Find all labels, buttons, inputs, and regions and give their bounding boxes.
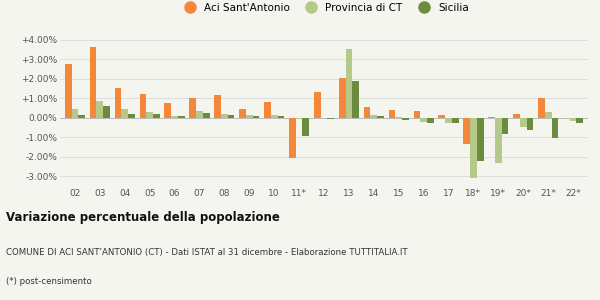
Bar (246, 115, 253, 118)
Bar (190, 98, 196, 118)
Bar (370, 116, 377, 118)
Bar (103, 106, 110, 118)
Bar (470, 118, 477, 178)
Text: Variazione percentuale della popolazione: Variazione percentuale della popolazione (6, 212, 280, 224)
Bar (569, 118, 577, 121)
Bar (296, 118, 302, 119)
Bar (538, 98, 545, 118)
Bar (153, 114, 160, 118)
Bar (203, 113, 209, 118)
Bar (339, 78, 346, 118)
Bar (178, 116, 185, 118)
Bar (90, 46, 97, 118)
Bar (445, 118, 452, 123)
Bar (377, 116, 384, 118)
Bar (289, 118, 296, 158)
Bar (271, 115, 278, 118)
Bar (171, 116, 178, 118)
Bar (121, 109, 128, 118)
Bar (488, 117, 495, 118)
Bar (427, 118, 434, 123)
Text: (*) post-censimento: (*) post-censimento (6, 278, 92, 286)
Bar (164, 103, 171, 118)
Bar (420, 118, 427, 122)
Bar (463, 118, 470, 144)
Bar (314, 92, 320, 118)
Bar (402, 118, 409, 120)
Bar (495, 118, 502, 163)
Bar (439, 116, 445, 118)
Bar (527, 118, 533, 130)
Bar (328, 118, 334, 119)
Bar (128, 114, 135, 118)
Bar (577, 118, 583, 123)
Bar (97, 101, 103, 118)
Bar (352, 81, 359, 118)
Bar (79, 116, 85, 118)
Bar (551, 118, 558, 138)
Bar (253, 116, 259, 118)
Bar (302, 118, 309, 136)
Bar (115, 88, 121, 118)
Bar (502, 118, 508, 134)
Bar (413, 111, 420, 118)
Bar (477, 118, 484, 161)
Bar (395, 117, 402, 118)
Bar (520, 118, 527, 127)
Bar (71, 109, 79, 118)
Bar (364, 107, 370, 118)
Bar (221, 114, 228, 118)
Bar (140, 94, 146, 118)
Bar (346, 49, 352, 118)
Bar (239, 109, 246, 118)
Bar (214, 95, 221, 118)
Bar (228, 115, 235, 118)
Bar (278, 116, 284, 118)
Bar (65, 64, 71, 118)
Bar (264, 102, 271, 118)
Text: COMUNE DI ACI SANT'ANTONIO (CT) - Dati ISTAT al 31 dicembre - Elaborazione TUTTI: COMUNE DI ACI SANT'ANTONIO (CT) - Dati I… (6, 248, 407, 256)
Bar (452, 118, 458, 123)
Bar (545, 112, 551, 118)
Legend: Aci Sant'Antonio, Provincia di CT, Sicilia: Aci Sant'Antonio, Provincia di CT, Sicil… (177, 1, 471, 15)
Bar (196, 111, 203, 118)
Bar (146, 112, 153, 118)
Bar (513, 114, 520, 118)
Bar (389, 110, 395, 118)
